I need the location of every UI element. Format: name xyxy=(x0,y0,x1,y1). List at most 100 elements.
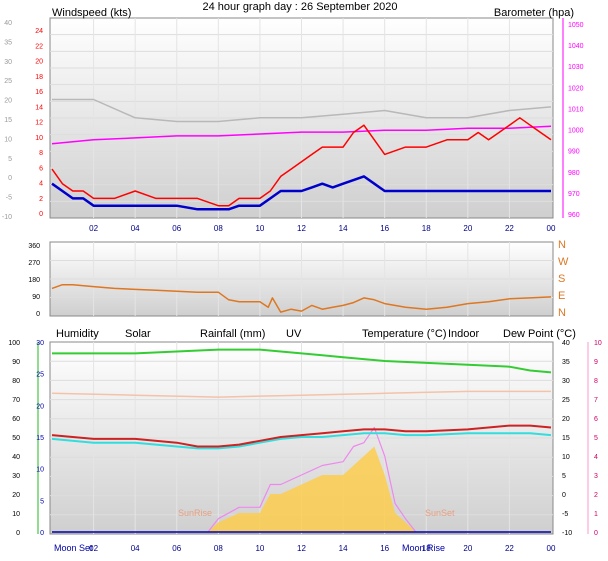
direction-degree-tick: 270 xyxy=(28,260,40,267)
direction-compass-tick: E xyxy=(558,290,565,302)
solar-area xyxy=(207,446,416,532)
humidity-tick: 80 xyxy=(12,378,20,385)
sunset-label: SunSet xyxy=(425,508,455,518)
humidity-tick: 0 xyxy=(16,530,20,537)
wind-x-ticks: 02 04 06 08 10 12 14 16 18 20 22 00 xyxy=(89,224,556,233)
humidity-line xyxy=(52,348,552,374)
windspeed-tick: 24 xyxy=(35,28,43,35)
rainfall-tick: 15 xyxy=(36,435,44,442)
direction-compass-tick: N xyxy=(558,307,566,319)
secondary-tick: 10 xyxy=(4,136,12,143)
x-tick-label: 06 xyxy=(172,224,181,233)
x-tick-label: 12 xyxy=(297,544,306,553)
temperature-tick: 5 xyxy=(562,473,566,480)
uv-legend: UV xyxy=(286,328,302,340)
moonset-label: Moon Set xyxy=(54,543,93,553)
rainfall-tick: 5 xyxy=(40,498,44,505)
rainfall-tick: 20 xyxy=(36,403,44,410)
uv-tick: 10 xyxy=(594,340,602,347)
humidity-tick: 70 xyxy=(12,397,20,404)
x-tick-label: 00 xyxy=(547,544,556,553)
barometer-line xyxy=(51,125,552,145)
secondary-tick: 30 xyxy=(4,59,12,66)
gust-max-line xyxy=(52,98,552,123)
direction-series xyxy=(51,283,552,313)
direction-compass-tick: S xyxy=(558,273,565,285)
climate-series xyxy=(51,348,552,533)
barometer-tick: 970 xyxy=(568,191,580,198)
temperature-tick: 0 xyxy=(562,492,566,499)
wind-average-line xyxy=(51,175,551,211)
x-tick-label: 04 xyxy=(131,544,140,553)
barometer-tick: 1030 xyxy=(568,64,584,71)
rainfall-tick: 30 xyxy=(36,340,44,347)
temperature-tick: -10 xyxy=(562,530,572,537)
temperature-line xyxy=(51,424,552,448)
x-tick-label: 08 xyxy=(214,544,223,553)
x-tick-label: 10 xyxy=(255,224,264,233)
uv-tick: 1 xyxy=(594,511,598,518)
sunrise-label: SunRise xyxy=(178,508,212,518)
rainfall-tick: 0 xyxy=(40,530,44,537)
windspeed-tick: 6 xyxy=(39,165,43,172)
x-tick-label: 10 xyxy=(255,544,264,553)
barometer-tick: 990 xyxy=(568,149,580,156)
humidity-tick: 30 xyxy=(12,473,20,480)
rainfall-tick: 10 xyxy=(36,467,44,474)
uv-tick: 3 xyxy=(594,473,598,480)
humidity-tick: 10 xyxy=(12,511,20,518)
secondary-tick: -5 xyxy=(6,195,12,202)
x-tick-label: 14 xyxy=(339,224,348,233)
dew-point-line xyxy=(51,432,552,450)
barometer-axis-label: Barometer (hpa) xyxy=(494,7,574,19)
x-tick-label: 04 xyxy=(131,224,140,233)
x-tick-label: 22 xyxy=(505,224,514,233)
x-tick-label: 22 xyxy=(505,544,514,553)
humidity-tick: 50 xyxy=(12,435,20,442)
indoor-legend: Indoor xyxy=(448,328,480,340)
x-tick-label: 08 xyxy=(214,224,223,233)
windspeed-tick: 4 xyxy=(39,181,43,188)
secondary-tick: 35 xyxy=(4,39,12,46)
indoor-line xyxy=(51,390,551,398)
windspeed-tick: 2 xyxy=(39,196,43,203)
uv-tick: 4 xyxy=(594,454,598,461)
uv-tick: 0 xyxy=(594,530,598,537)
moonrise-label: Moon Rise xyxy=(402,543,445,553)
barometer-tick: 1040 xyxy=(568,43,584,50)
climate-x-ticks: 02 04 06 08 10 12 14 16 18 20 22 00 xyxy=(89,544,556,553)
barometer-tick: 960 xyxy=(568,212,580,219)
uv-tick: 2 xyxy=(594,492,598,499)
x-tick-label: 02 xyxy=(89,544,98,553)
x-tick-label: 12 xyxy=(297,224,306,233)
uv-tick: 6 xyxy=(594,416,598,423)
wind-direction-line xyxy=(51,283,552,313)
humidity-tick: 90 xyxy=(12,359,20,366)
page-title: 24 hour graph day : 26 September 2020 xyxy=(202,1,397,13)
temperature-tick: 15 xyxy=(562,435,570,442)
barometer-tick: 980 xyxy=(568,170,580,177)
solar-legend: Solar xyxy=(125,328,151,340)
uv-tick: 5 xyxy=(594,435,598,442)
temperature-tick: -5 xyxy=(562,511,568,518)
windspeed-tick: 0 xyxy=(39,211,43,218)
x-tick-label: 18 xyxy=(422,224,431,233)
x-tick-label: 20 xyxy=(463,544,472,553)
direction-compass-tick: W xyxy=(558,256,569,268)
barometer-tick: 1000 xyxy=(568,128,584,135)
x-tick-label: 16 xyxy=(380,544,389,553)
rainfall-legend: Rainfall (mm) xyxy=(200,328,265,340)
x-tick-label: 14 xyxy=(339,544,348,553)
x-tick-label: 06 xyxy=(172,544,181,553)
temperature-tick: 25 xyxy=(562,397,570,404)
secondary-tick: -10 xyxy=(2,214,12,221)
temperature-legend: Temperature (°C) xyxy=(362,328,446,340)
rainfall-ticks: 30 25 20 15 10 5 0 xyxy=(36,340,44,537)
secondary-tick: 25 xyxy=(4,78,12,85)
temperature-tick: 10 xyxy=(562,454,570,461)
